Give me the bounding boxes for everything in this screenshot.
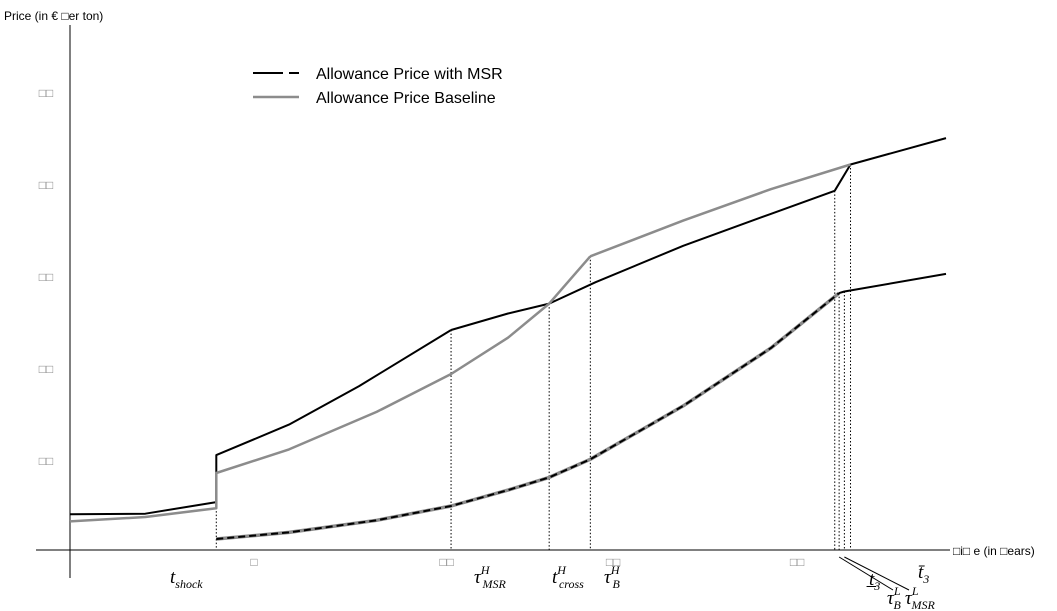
legend: Allowance Price with MSR Allowance Price… xyxy=(253,66,503,107)
vertical-markers xyxy=(215,164,852,550)
legend-label-baseline: Allowance Price Baseline xyxy=(316,90,496,107)
series-line-msr xyxy=(838,272,947,295)
y-tick-label: □□ xyxy=(39,454,54,468)
y-tick-label: □□ xyxy=(39,86,54,100)
y-axis-title: Price (in € □er ton) xyxy=(4,9,103,23)
marker-arrow xyxy=(844,556,910,591)
legend-label-msr: Allowance Price with MSR xyxy=(316,66,503,83)
x-tick-label: □□ xyxy=(606,555,621,569)
y-tick-label: □□ xyxy=(39,362,54,376)
marker-label: tshock xyxy=(170,567,203,591)
marker-label: τL MSR xyxy=(905,584,935,611)
tick-labels: □ □□ □□ □□□□□□□□□□□□ xyxy=(39,86,805,569)
axes xyxy=(36,25,950,578)
x-tick-label: □ xyxy=(250,555,257,569)
marker-label: τL B xyxy=(887,584,902,611)
marker-label: tH cross xyxy=(552,563,584,591)
series-line-msr xyxy=(216,292,840,540)
series-line-msr xyxy=(69,329,452,516)
series-line-msr xyxy=(450,189,836,331)
x-axis-title: □i□ e (in □ears) xyxy=(953,544,1035,558)
marker-label: t̲3 xyxy=(866,569,881,593)
marker-label: t̄3 xyxy=(918,562,929,586)
series-line-baseline xyxy=(69,255,592,523)
marker-label: τH B xyxy=(604,563,621,591)
series-line-baseline xyxy=(216,291,841,541)
y-tick-label: □□ xyxy=(39,270,54,284)
series-lines xyxy=(69,137,947,541)
series-line-msr xyxy=(833,137,947,192)
x-tick-label: □□ xyxy=(790,555,805,569)
x-tick-label: □□ xyxy=(439,555,454,569)
y-tick-label: □□ xyxy=(39,178,54,192)
marker-arrow xyxy=(838,556,894,591)
marker-label: τH MSR xyxy=(474,563,506,591)
series-line-baseline xyxy=(589,163,851,258)
